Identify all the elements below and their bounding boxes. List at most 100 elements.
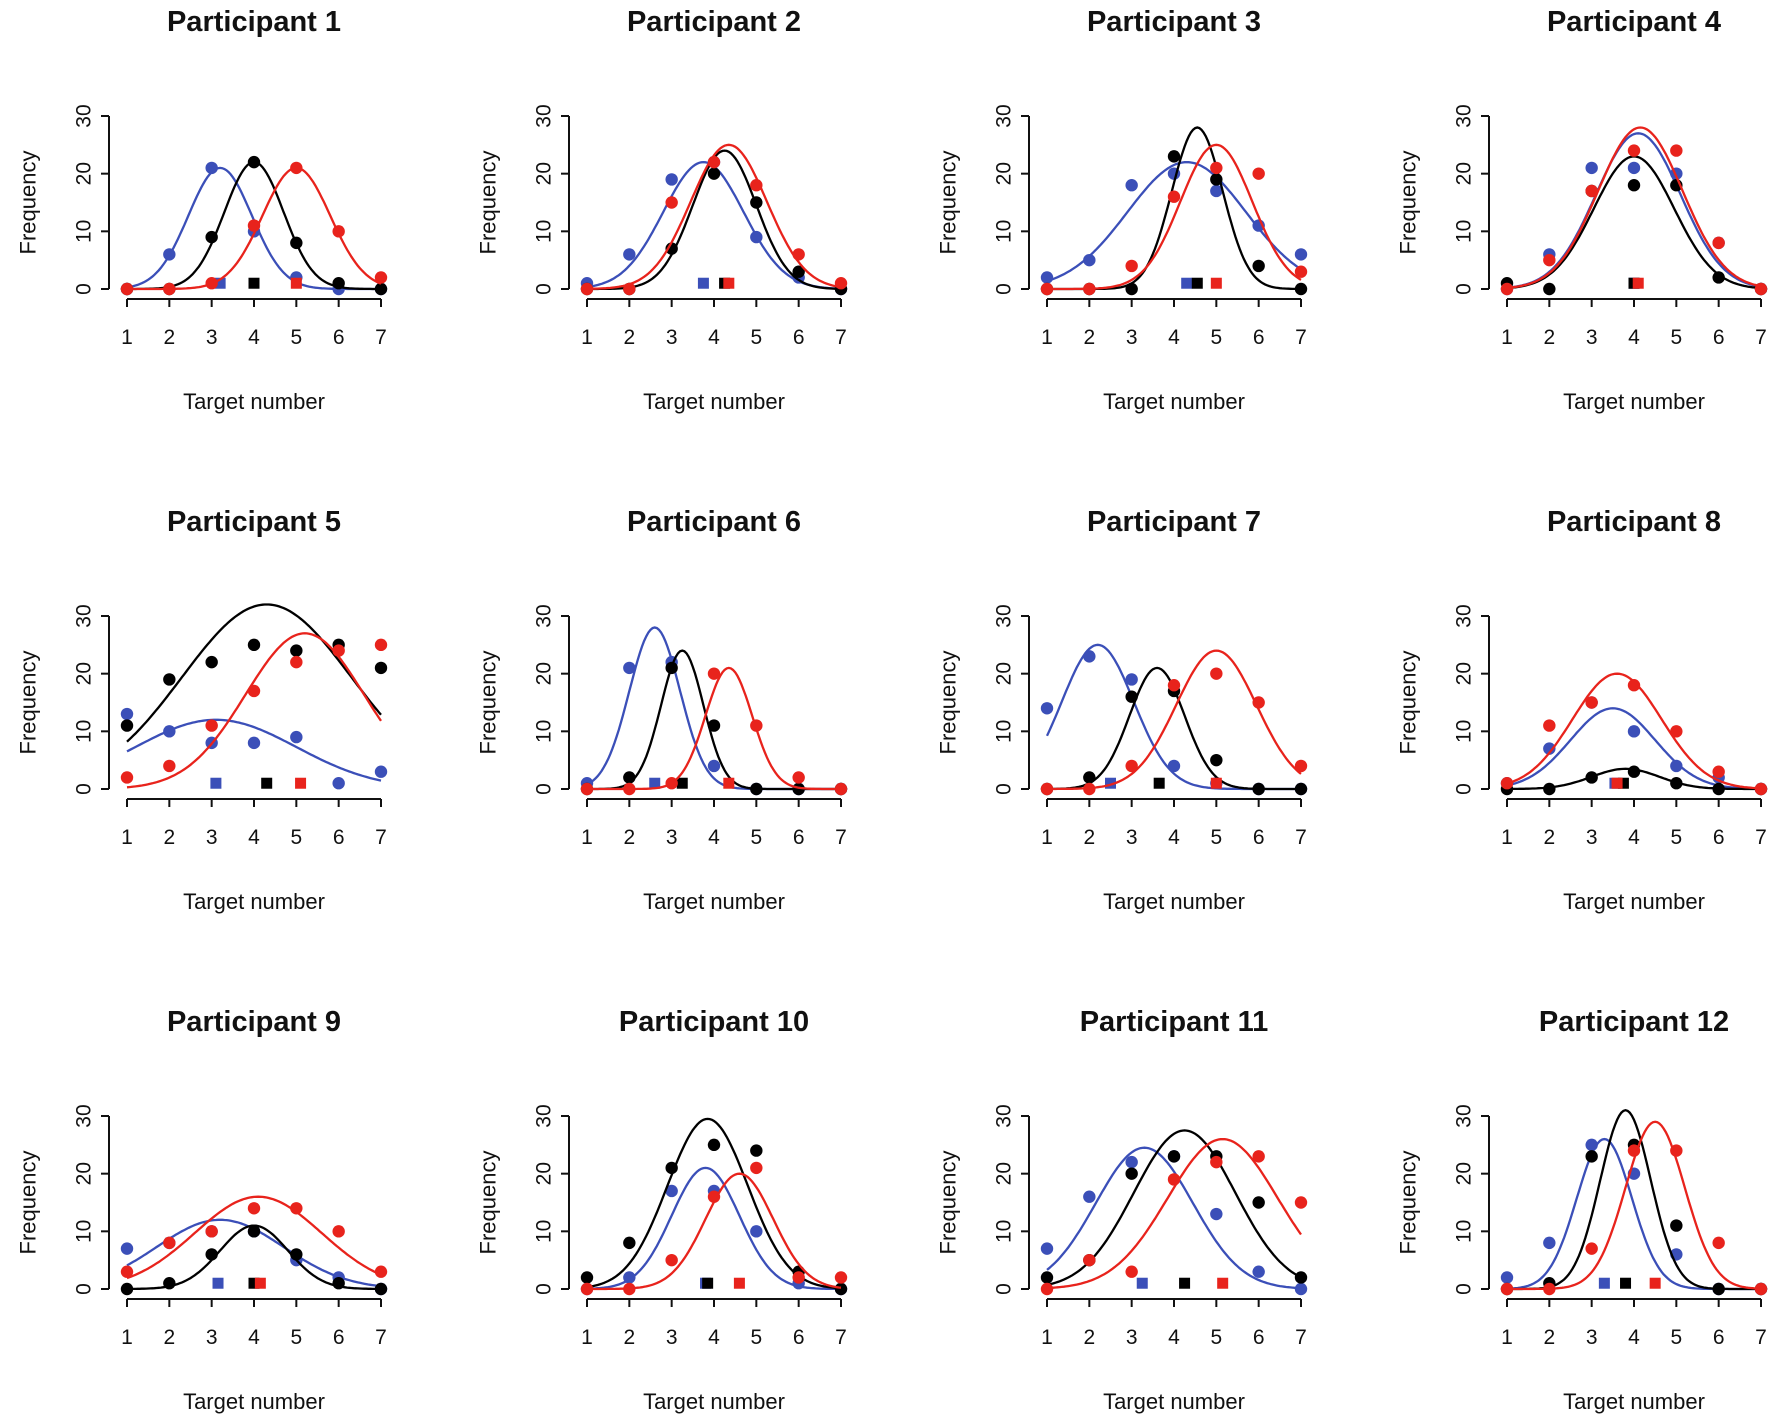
y-tick-label: 10 [72,1220,95,1243]
y-tick-label: 10 [992,1220,1015,1243]
x-tick-label: 7 [375,326,387,349]
red-data-point [1585,1242,1598,1255]
y-axis-title: Frequency [936,651,961,755]
x-tick-label: 4 [1168,1326,1180,1349]
red-data-point [1754,282,1768,296]
red-mean-marker [254,1277,266,1289]
y-tick-label: 30 [532,1104,555,1127]
blue-data-point [205,161,218,175]
x-tick-label: 5 [1670,826,1682,849]
black-data-point [205,1248,218,1261]
red-data-point [1167,679,1181,692]
red-data-point [1627,1144,1641,1157]
y-axis-title: Frequency [16,651,41,755]
x-tick-label: 1 [1041,326,1053,349]
panel-participant-6: Participant 6 0 10 20 30 Frequency 1 2 3 4 5 6 7 Targ… [476,506,848,914]
panel-title: Participant 5 [167,506,341,538]
red-data-point [1294,1196,1308,1209]
red-data-point [623,782,636,796]
y-tick-label: 30 [1452,104,1475,127]
panel-title: Participant 3 [1087,6,1261,38]
black-data-point [1585,1150,1598,1163]
y-tick-label: 20 [992,162,1015,185]
red-data-point [1543,1282,1556,1296]
red-data-point [792,771,805,784]
y-axis-title: Frequency [16,151,41,255]
x-tick-label: 2 [163,826,175,849]
x-axis-title: Target number [1103,389,1245,414]
red-data-point [120,282,134,296]
blue-mean-marker [210,777,222,789]
red-data-point [1040,782,1054,796]
red-data-point [374,638,388,652]
red-data-point [1712,1236,1725,1250]
x-tick-label: 4 [248,326,260,349]
red-data-point [1500,1282,1514,1296]
red-data-point [205,719,218,732]
black-data-point [1294,282,1308,296]
x-tick-label: 7 [1295,826,1307,849]
x-tick-label: 5 [1210,326,1222,349]
y-tick-label: 0 [532,283,555,295]
blue-mean-marker [1181,277,1193,289]
black-data-point [1670,777,1683,790]
x-tick-label: 4 [1628,326,1640,349]
x-axis-title: Target number [183,389,325,414]
y-tick-label: 10 [1452,220,1475,243]
blue-data-point [750,230,763,244]
red-data-point [750,719,763,732]
y-axis-title: Frequency [16,1151,41,1255]
x-axis-title: Target number [643,389,785,414]
black-data-point [707,167,721,180]
red-data-point [1500,777,1514,790]
x-tick-label: 1 [121,1326,133,1349]
blue-data-point [665,173,678,186]
blue-data-point [1252,1265,1265,1278]
x-tick-label: 4 [248,826,260,849]
x-tick-label: 5 [1670,326,1682,349]
x-tick-label: 1 [1041,1326,1053,1349]
x-tick-label: 2 [1083,826,1095,849]
y-axis-title: Frequency [936,151,961,255]
panel-title: Participant 6 [627,506,801,538]
red-mean-marker [1632,277,1644,289]
red-data-point [665,777,678,790]
panel-participant-5: Participant 5 0 10 20 30 Frequency 1 2 3 4 5 6 7 Targ… [16,506,388,914]
red-data-point [1125,759,1138,773]
red-data-point [1670,725,1683,738]
y-axis-title: Frequency [1396,1151,1421,1255]
black-data-point [1083,771,1096,784]
panel-participant-7: Participant 7 0 10 20 30 Frequency 1 2 3 4 5 6 7 Targ… [936,506,1308,914]
black-data-point [1585,771,1598,784]
y-tick-label: 30 [992,1104,1015,1127]
y-axis-title: Frequency [1396,151,1421,255]
x-tick-label: 3 [1586,1326,1598,1349]
blue-data-point [1125,179,1138,192]
x-tick-label: 2 [1083,326,1095,349]
blue-data-point [1083,1190,1096,1203]
blue-data-point [163,725,176,738]
y-tick-label: 20 [1452,162,1475,185]
red-data-point [1210,161,1223,175]
x-axis-title: Target number [183,1389,325,1414]
x-tick-label: 5 [1670,1326,1682,1349]
black-data-point [374,661,388,675]
x-tick-label: 6 [1253,1326,1265,1349]
y-tick-label: 10 [1452,720,1475,743]
black-data-point [332,1277,345,1290]
y-tick-label: 0 [72,783,95,795]
x-tick-label: 2 [623,826,635,849]
x-tick-label: 7 [375,1326,387,1349]
y-tick-label: 0 [1452,283,1475,295]
black-data-point [290,644,303,657]
y-tick-label: 20 [992,1162,1015,1185]
red-data-point [1712,236,1725,250]
x-tick-label: 2 [1543,326,1555,349]
x-tick-label: 1 [581,326,593,349]
red-data-point [1585,184,1598,198]
x-axis-title: Target number [1563,889,1705,914]
panel-participant-12: Participant 12 0 10 20 30 Frequency 1 2 3 4 5 6 7 Tar… [1396,1006,1768,1414]
red-data-point [332,644,345,657]
red-mean-marker [1611,777,1623,789]
